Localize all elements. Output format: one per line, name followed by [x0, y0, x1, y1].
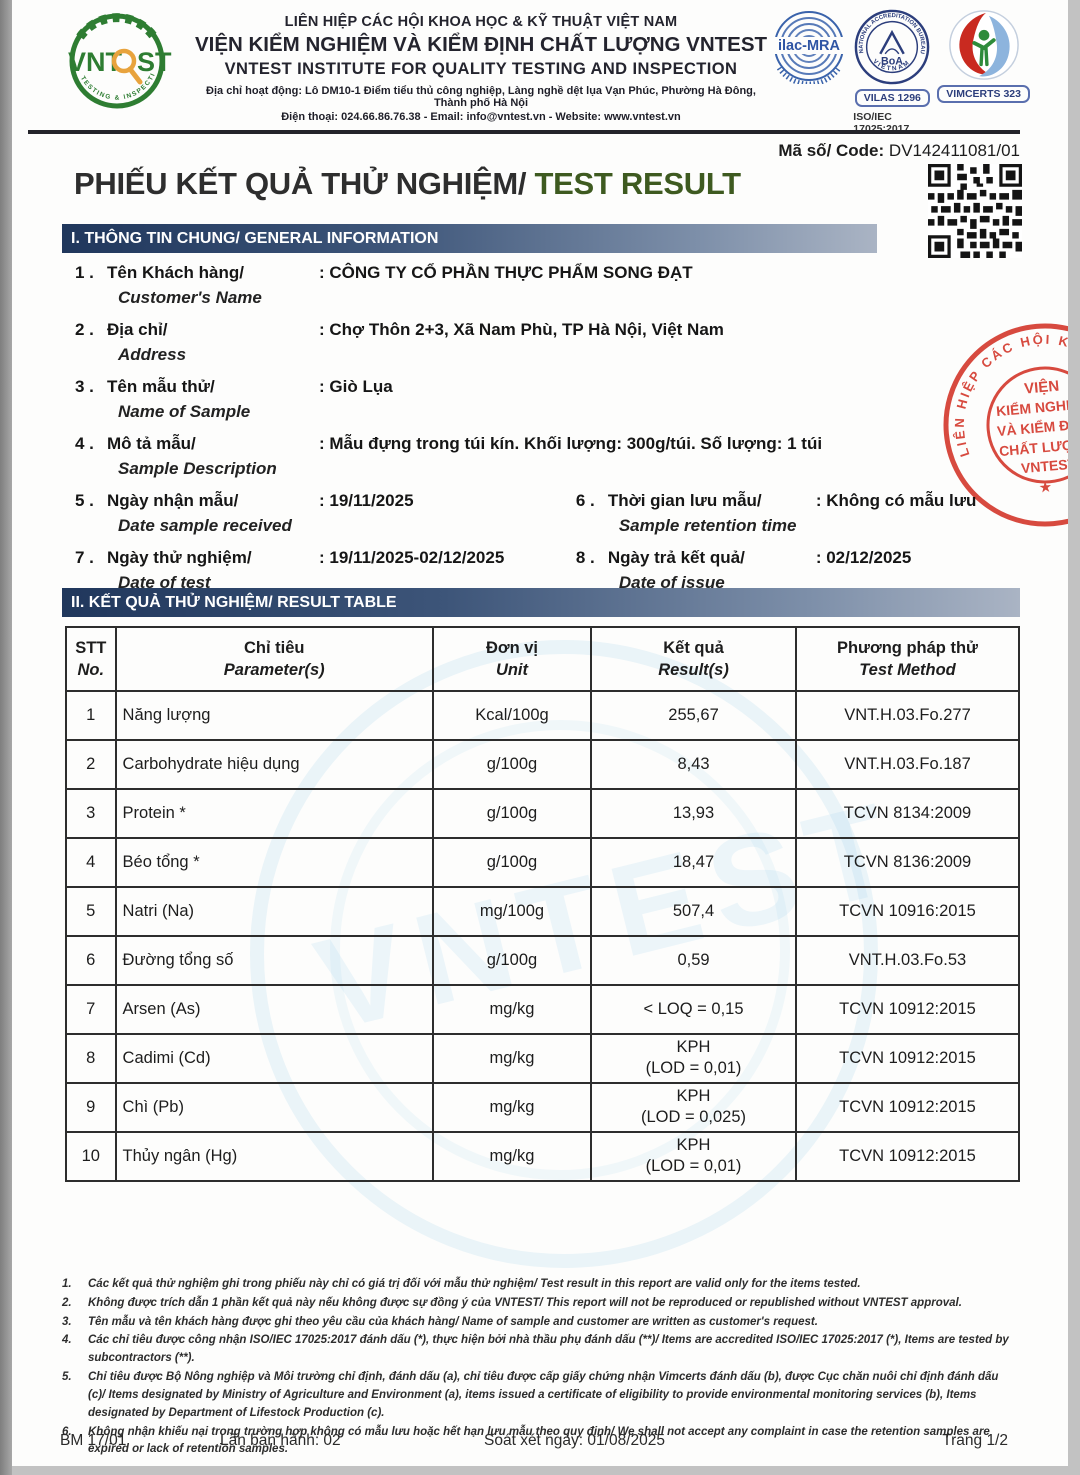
accreditation-logos: ilac-MRA NATIONAL ACCREDITATION BUREAU V…: [774, 8, 1030, 135]
vimcerts-icon: [948, 10, 1019, 80]
magnifier-icon: [111, 48, 137, 74]
table-row: 8 Cadimi (Cd) mg/kg KPH (LOD = 0,01) TCVN 109…: [65, 1033, 1021, 1084]
issue-number: Lần ban hành: 02: [220, 1432, 341, 1449]
table-row: 10 Thủy ngân (Hg) mg/kg KPH (LOD = 0,01) TCVN…: [65, 1131, 1021, 1182]
vilas-badge: VILAS 1296: [854, 89, 930, 107]
table-row: 6 Đường tổng số g/100g 0,59 VNT.H.03.Fo.53: [65, 935, 1021, 986]
code-label: Mã số/ Code:: [778, 141, 885, 160]
ilac-mra-column: ilac-MRA: [771, 8, 847, 135]
org-name-vi: VIỆN KIỂM NGHIỆM VÀ KIỂM ĐỊNH CHẤT LƯỢNG…: [194, 33, 768, 56]
org-federation: LIÊN HIỆP CÁC HỘI KHOA HỌC & KỸ THUẬT VI…: [284, 14, 678, 30]
info-customer: 1 . Tên Khách hàng/: CÔNG TY CỔ PHẦN THỰC…: [75, 263, 693, 307]
title-vi: PHIẾU KẾT QUẢ THỬ NGHIỆM/: [74, 166, 527, 201]
col-method: Phương pháp thử Test Method: [794, 626, 1021, 692]
vimcerts-column: VIMCERTS 323: [937, 8, 1030, 135]
stamp-line: VIỆN: [1023, 377, 1059, 398]
org-contact: Điện thoại: 024.66.86.76.38 - Email: inf…: [281, 111, 681, 123]
footnote: 4. Các chỉ tiêu được công nhận ISO/IEC 17…: [62, 1334, 1009, 1365]
table-row: 2 Carbohydrate hiệu dụng g/100g 8,43 VNT.H.0…: [65, 739, 1021, 790]
footnote: 1. Các kết quả thử nghiệm ghi trong phiếu…: [62, 1278, 861, 1290]
qr-code: [928, 164, 1022, 258]
general-information: 1 . Tên Khách hàng/: CÔNG TY CỔ PHẦN THỰC…: [75, 260, 1020, 602]
info-retention-time: 6 . Thời gian lưu mẫu/: Không có mẫu lưu …: [575, 491, 977, 535]
red-stamp: LIÊN HIỆP CÁC HỘI KHOA HỌC VIỆN KIỂM NGH…: [931, 311, 1068, 539]
document-page: VNTEST VNT ST TESTING & INSPECTION LIÊN …: [12, 0, 1068, 1466]
stamp-line: CHẤT LƯỢNG: [998, 435, 1068, 459]
table-row: 4 Béo tổng * g/100g 18,47 TCVN 8136:2009: [65, 837, 1021, 888]
info-sample-description: 4 . Mô tả mẫu/: Mẫu đựng trong túi kín. K…: [75, 434, 823, 478]
letterhead: VNT ST TESTING & INSPECTION LIÊN HIỆP CÁ…: [48, 8, 1030, 135]
boa-icon: NATIONAL ACCREDITATION BUREAU VIETNAM Bo…: [855, 9, 930, 85]
footnote: 6. Không nhận khiếu nại trong trường hợp …: [62, 1425, 990, 1456]
document-title: PHIẾU KẾT QUẢ THỬ NGHIỆM/ TEST RESULT: [74, 166, 741, 202]
header-divider: [28, 130, 1020, 134]
table-row: 9 Chì (Pb) mg/kg KPH (LOD = 0,025) TCVN 10912…: [65, 1082, 1021, 1133]
table-row: 3 Protein * g/100g 13,93 TCVN 8134:2009: [65, 788, 1021, 839]
table-row: 1 Năng lượng Kcal/100g 255,67 VNT.H.03.Fo.27…: [65, 690, 1021, 741]
stamp-star-icon: ★: [1038, 479, 1053, 497]
photo-edge: [0, 0, 12, 1475]
boa-column: NATIONAL ACCREDITATION BUREAU VIETNAM Bo…: [853, 8, 931, 135]
info-date-of-test: 7 . Ngày thử nghiệm/: 19/11/2025-02/12/20…: [75, 548, 505, 592]
stamp-line: KIỂM NGHIỆM: [995, 394, 1068, 419]
col-parameter: Chỉ tiêu Parameter(s): [114, 626, 434, 692]
page-footer: BM 17/01 Lần ban hành: 02 Soát xét ngày:…: [60, 1432, 1008, 1454]
col-result: Kết quả Result(s): [590, 626, 797, 692]
footnotes: 1. Các kết quả thử nghiệm ghi trong phiếu…: [62, 1276, 1014, 1460]
table-header-row: STT No. Chỉ tiêu Parameter(s) Đơn vị Unit K…: [65, 626, 1021, 692]
ilac-label: ilac-MRA: [778, 38, 841, 54]
title-en: TEST RESULT: [526, 166, 742, 201]
section-1-heading: I. THÔNG TIN CHUNG/ GENERAL INFORMATION: [62, 224, 877, 253]
info-sample-name: 3 . Tên mẫu thử/: Giò Lụa Name of Sample: [75, 377, 393, 421]
page-number: Trang 1/2: [942, 1432, 1008, 1449]
code-value: DV142411081/01: [888, 141, 1020, 160]
stamp-line: VNTEST: [1020, 455, 1068, 476]
col-no: STT No.: [65, 626, 117, 692]
logo-text-b: ST: [137, 47, 172, 77]
document-code: Mã số/ Code: DV142411081/01: [778, 141, 1020, 161]
review-date: Soát xét ngày: 01/08/2025: [484, 1432, 665, 1449]
vimcerts-badge: VIMCERTS 323: [937, 85, 1030, 103]
footnote: 2. Không được trích dẫn 1 phần kết quả nà…: [62, 1296, 962, 1309]
table-row: 5 Natri (Na) mg/100g 507,4 TCVN 10916:2015: [65, 886, 1021, 937]
section-2-heading: II. KẾT QUẢ THỬ NGHIỆM/ RESULT TABLE: [62, 588, 1020, 617]
col-unit: Đơn vị Unit: [431, 626, 593, 692]
result-table: STT No. Chỉ tiêu Parameter(s) Đơn vị Unit K…: [65, 626, 1021, 1182]
vntest-logo-icon: VNT ST TESTING & INSPECTION: [48, 8, 172, 109]
org-name-en: VNTEST INSTITUTE FOR QUALITY TESTING AND…: [224, 60, 738, 78]
info-date-received: 5 . Ngày nhận mẫu/: 19/11/2025 Date sampl…: [75, 491, 414, 535]
table-row: 7 Arsen (As) mg/kg < LOQ = 0,15 TCVN 10912:2…: [65, 984, 1021, 1035]
info-address: 2 . Địa chỉ/: Chợ Thôn 2+3, Xã Nam Phù, T…: [75, 320, 724, 364]
form-code: BM 17/01: [60, 1432, 127, 1449]
ilac-mra-icon: ilac-MRA: [774, 11, 845, 84]
org-block: LIÊN HIỆP CÁC HỘI KHOA HỌC & KỸ THUẬT VI…: [194, 14, 768, 123]
footnote: 3. Tên mẫu và tên khách hàng được ghi the…: [62, 1315, 818, 1328]
boa-label: BoA: [881, 56, 903, 68]
footnote: 5. Chỉ tiêu được Bộ Nông nghiệp và Môi tr…: [62, 1371, 999, 1419]
info-date-of-issue: 8 . Ngày trả kết quả/: 02/12/2025 Date of…: [575, 548, 912, 592]
org-address: Địa chỉ hoạt động: Lô DM10-1 Điểm tiểu t…: [206, 85, 756, 109]
